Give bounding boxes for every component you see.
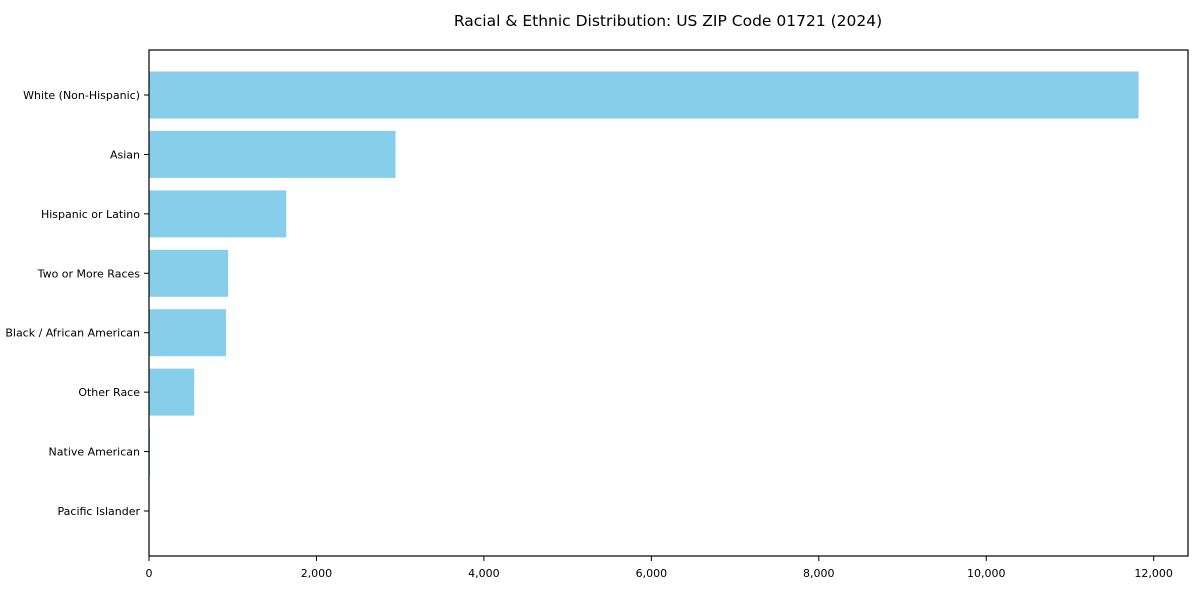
bar: [149, 71, 1139, 119]
y-tick-label: Other Race: [78, 386, 140, 399]
plot-frame: [148, 49, 1189, 557]
y-tick-label: White (Non-Hispanic): [23, 89, 140, 102]
x-tick-label: 10,000: [967, 567, 1006, 580]
x-tick-label: 6,000: [636, 567, 668, 580]
x-tick-label: 8,000: [803, 567, 835, 580]
y-tick-label: Black / African American: [5, 327, 140, 340]
chart-title: Racial & Ethnic Distribution: US ZIP Cod…: [454, 12, 882, 30]
y-tick-label: Native American: [49, 446, 140, 459]
x-tick-label: 4,000: [468, 567, 500, 580]
bar: [149, 190, 287, 238]
y-tick-label: Two or More Races: [37, 267, 141, 280]
x-tick-label: 2,000: [301, 567, 333, 580]
bar: [149, 130, 396, 178]
plot-area: White (Non-Hispanic) Asian Hispanic or Lat…: [5, 49, 1189, 580]
x-tick-label: 0: [146, 567, 153, 580]
y-tick-label: Pacific Islander: [58, 505, 141, 518]
bar: [149, 368, 195, 416]
bar: [149, 249, 229, 297]
y-tick-label: Asian: [110, 148, 140, 161]
x-tick-label: 12,000: [1134, 567, 1173, 580]
y-tick-label: Hispanic or Latino: [41, 208, 140, 221]
bar: [149, 309, 227, 357]
